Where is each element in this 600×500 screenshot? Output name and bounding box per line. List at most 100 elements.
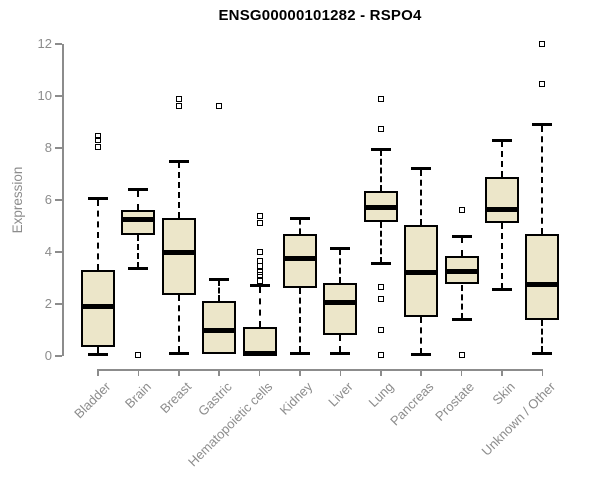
outlier-point [377, 284, 384, 291]
lower-whisker-cap [370, 262, 391, 266]
box-iqr [121, 210, 156, 236]
category-label: Unknown / Other [478, 379, 559, 459]
outlier-point [95, 133, 101, 140]
median-line [81, 304, 115, 310]
upper-whisker-cap [370, 147, 391, 151]
upper-whisker-line [177, 162, 180, 219]
y-axis-line [62, 44, 64, 356]
category-label: Skin [489, 379, 518, 408]
lower-whisker-line [501, 223, 503, 289]
outlier-point [256, 263, 263, 270]
y-tick [55, 147, 62, 149]
median-line [161, 249, 196, 255]
outlier-point [539, 81, 546, 88]
upper-whisker-cap [290, 216, 310, 220]
y-tick-label: 12 [37, 36, 52, 51]
y-tick-label: 10 [37, 88, 52, 103]
outlier-point [256, 272, 263, 279]
lower-whisker-cap [128, 267, 149, 271]
category-label: Prostate [432, 379, 478, 424]
x-tick [258, 369, 261, 376]
upper-whisker-line [299, 219, 301, 234]
box-iqr [323, 283, 358, 336]
upper-whisker-cap [532, 123, 553, 127]
upper-whisker-line [501, 141, 503, 177]
lower-whisker-line [460, 284, 463, 319]
outlier-point [175, 103, 182, 110]
upper-whisker-line [339, 249, 342, 284]
outlier-point [216, 103, 223, 110]
x-tick [299, 369, 301, 376]
median-line [121, 217, 156, 222]
upper-whisker-cap [128, 188, 149, 192]
median-line [485, 206, 519, 212]
x-tick [97, 369, 99, 376]
upper-whisker-cap [451, 234, 472, 238]
upper-whisker-line [137, 190, 140, 211]
median-line [323, 300, 358, 306]
category-label: Kidney [276, 379, 316, 418]
x-tick [218, 369, 220, 376]
upper-whisker-line [541, 125, 544, 234]
upper-whisker-cap [492, 138, 512, 142]
outlier-point [256, 277, 263, 284]
outlier-point [95, 137, 101, 144]
y-tick [55, 251, 62, 253]
upper-whisker-line [379, 150, 382, 191]
outlier-point [175, 95, 182, 102]
y-tick-label: 4 [44, 244, 52, 259]
upper-whisker-cap [249, 284, 270, 288]
lower-whisker-cap [88, 353, 108, 357]
median-line [525, 282, 560, 287]
lower-whisker-line [339, 335, 342, 353]
box-iqr [525, 233, 560, 320]
median-line [283, 256, 317, 261]
x-tick [460, 369, 463, 376]
outlier-point [458, 207, 465, 214]
upper-whisker-line [420, 169, 423, 225]
x-tick [178, 369, 180, 376]
outlier-point [377, 125, 384, 132]
upper-whisker-cap [168, 159, 189, 163]
y-tick-label: 2 [44, 296, 52, 311]
median-line [444, 269, 479, 274]
outlier-point [135, 351, 142, 358]
outlier-point [256, 220, 263, 227]
y-tick [55, 199, 62, 201]
median-line [404, 270, 439, 276]
outlier-point [377, 351, 384, 358]
category-label: Bladder [71, 379, 114, 422]
lower-whisker-cap [492, 288, 512, 292]
category-label: Brain [121, 379, 155, 412]
lower-whisker-line [97, 346, 99, 354]
lower-whisker-line [379, 222, 382, 263]
median-line [363, 205, 398, 211]
upper-whisker-cap [330, 246, 351, 250]
lower-whisker-cap [290, 351, 310, 355]
x-tick [380, 369, 382, 376]
outlier-point [95, 143, 101, 150]
lower-whisker-line [420, 317, 423, 354]
category-label: Pancreas [387, 379, 437, 429]
box-iqr [242, 327, 277, 355]
outlier-point [377, 95, 384, 102]
box-iqr [485, 176, 519, 224]
y-tick [55, 355, 62, 357]
outlier-point [377, 327, 384, 333]
outlier-point [256, 268, 263, 275]
upper-whisker-line [218, 280, 221, 302]
category-label: Gastric [195, 379, 235, 419]
upper-whisker-cap [88, 197, 108, 201]
x-tick [339, 369, 342, 376]
outlier-point [377, 295, 384, 302]
lower-whisker-line [541, 319, 544, 353]
upper-whisker-cap [209, 277, 230, 281]
y-tick [55, 95, 62, 97]
x-axis-line [97, 369, 544, 371]
upper-whisker-line [97, 199, 99, 271]
outlier-point [539, 41, 546, 47]
outlier-point [256, 249, 263, 255]
lower-whisker-line [177, 294, 180, 353]
